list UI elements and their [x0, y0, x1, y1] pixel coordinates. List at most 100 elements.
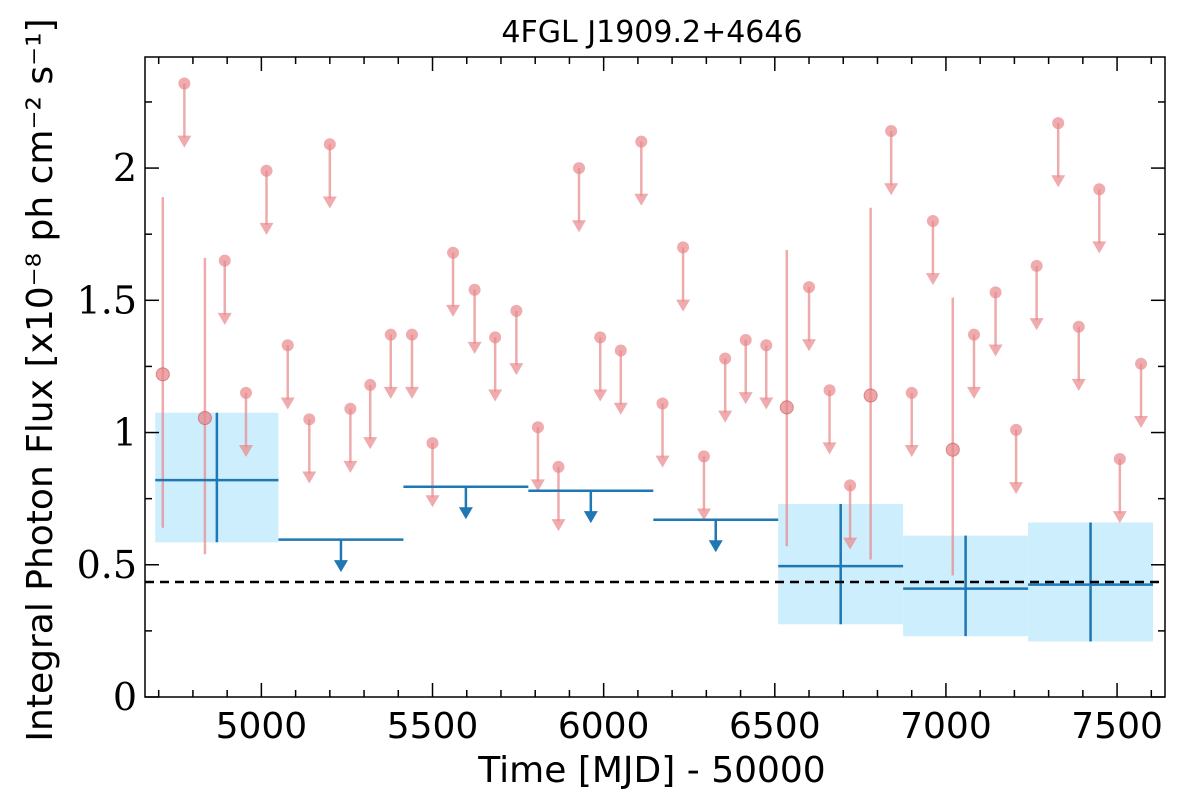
short-ul-arrow-27	[759, 397, 774, 410]
short-ul-point-42	[1135, 357, 1148, 370]
short-ul-point-23	[677, 241, 690, 254]
short-ul-point-11	[426, 437, 439, 450]
short-ul-point-22	[656, 397, 669, 410]
short-ul-arrow-11	[425, 495, 440, 508]
short-ul-point-2	[239, 386, 252, 399]
short-ul-arrow-19	[593, 389, 608, 402]
short-det-point-1	[197, 410, 212, 425]
short-ul-point-26	[739, 333, 752, 346]
plot-area: 5000 5500 6000 6500 7000 7500 0 0.5 1 1.5 2	[77, 56, 1166, 747]
short-ul-point-3	[260, 164, 273, 177]
long-ul-arrow-3	[708, 540, 723, 553]
short-ul-arrow-14	[488, 389, 503, 402]
y-tick-label-1: 0.5	[77, 543, 137, 587]
short-ul-point-25	[719, 352, 732, 365]
short-ul-point-36	[1010, 423, 1023, 436]
short-ul-arrow-39	[1071, 378, 1086, 391]
short-ul-point-4	[281, 339, 294, 352]
short-ul-point-8	[364, 378, 377, 391]
short-ul-arrow-2	[238, 445, 253, 458]
long-ul-arrow-0	[333, 560, 348, 573]
short-det-point-4	[945, 442, 960, 457]
x-tick-label-2: 6000	[558, 706, 650, 747]
short-ul-point-41	[1113, 452, 1126, 465]
short-ul-point-6	[323, 138, 336, 151]
short-ul-point-15	[510, 304, 523, 317]
y-axis-label: Integral Photon Flux [x10⁻⁸ ph cm⁻² s⁻¹]	[20, 18, 61, 741]
y-tick-label-4: 2	[113, 146, 137, 190]
short-ul-arrow-35	[988, 344, 1003, 357]
short-ul-point-21	[635, 135, 648, 148]
x-tick-label-4: 7000	[900, 706, 992, 747]
short-ul-point-12	[447, 246, 460, 259]
short-det-point-3	[863, 388, 878, 403]
x-tick-label-0: 5000	[216, 706, 308, 747]
short-ul-point-16	[531, 421, 544, 434]
short-ul-arrow-3	[259, 222, 274, 235]
short-ul-point-40	[1093, 183, 1106, 196]
short-ul-point-13	[468, 283, 481, 296]
short-ul-point-33	[926, 214, 939, 227]
short-ul-arrow-30	[843, 537, 858, 550]
chart-title: 4FGL J1909.2+4646	[501, 15, 802, 50]
long-ul-arrow-1	[458, 507, 473, 520]
short-ul-arrow-9	[383, 386, 398, 399]
short-ul-arrow-12	[446, 304, 461, 317]
long-ul-arrow-2	[583, 511, 598, 524]
short-ul-point-24	[697, 450, 710, 463]
short-ul-arrow-20	[613, 402, 628, 415]
short-ul-arrow-5	[302, 471, 317, 484]
short-ul-arrow-17	[551, 519, 566, 532]
plot-frame	[144, 56, 1166, 698]
short-ul-arrow-21	[634, 193, 649, 206]
short-ul-arrow-34	[967, 386, 982, 399]
short-ul-point-39	[1072, 320, 1085, 333]
short-det-point-2	[779, 400, 794, 415]
short-ul-arrow-22	[655, 455, 670, 468]
short-ul-arrow-7	[343, 460, 358, 473]
short-ul-arrow-6	[322, 196, 337, 209]
short-ul-point-27	[760, 339, 773, 352]
short-ul-point-28	[803, 281, 816, 294]
y-tick-label-0: 0	[113, 675, 137, 719]
short-ul-arrow-37	[1029, 318, 1044, 331]
short-ul-point-35	[989, 286, 1002, 299]
x-tick-label-1: 5500	[387, 706, 479, 747]
short-ul-arrow-10	[404, 386, 419, 399]
short-ul-point-7	[344, 402, 357, 415]
short-ul-arrow-4	[280, 397, 295, 410]
short-det-point-0	[155, 367, 170, 382]
short-ul-arrow-31	[884, 183, 899, 196]
short-ul-point-30	[844, 479, 857, 492]
short-ul-point-17	[552, 460, 565, 473]
short-ul-arrow-36	[1009, 482, 1024, 495]
short-ul-point-5	[303, 413, 316, 426]
y-tick-label-2: 1	[113, 411, 137, 455]
short-ul-point-18	[573, 162, 586, 175]
short-ul-point-38	[1052, 117, 1065, 130]
short-ul-arrow-33	[925, 273, 940, 286]
short-ul-arrow-1	[217, 312, 232, 325]
short-ul-point-19	[594, 331, 607, 344]
short-ul-arrow-0	[177, 135, 192, 148]
short-ul-arrow-40	[1092, 241, 1107, 254]
y-tick-label-3: 1.5	[77, 278, 137, 322]
short-ul-arrow-38	[1051, 175, 1066, 188]
short-ul-arrow-26	[738, 392, 753, 405]
short-ul-arrow-18	[572, 220, 587, 233]
short-ul-point-34	[968, 328, 981, 341]
short-ul-arrow-23	[676, 299, 691, 312]
short-ul-arrow-8	[363, 437, 378, 450]
short-ul-point-31	[885, 125, 898, 138]
short-ul-point-29	[823, 384, 836, 397]
short-ul-point-20	[614, 344, 627, 357]
x-axis-label: Time [MJD] - 50000	[477, 750, 825, 791]
short-ul-point-14	[489, 331, 502, 344]
x-tick-label-3: 6500	[729, 706, 821, 747]
short-ul-arrow-16	[530, 479, 545, 492]
short-ul-arrow-32	[904, 445, 919, 458]
short-ul-point-32	[905, 386, 918, 399]
x-tick-label-5: 7500	[1071, 706, 1163, 747]
short-ul-arrow-28	[802, 339, 817, 352]
